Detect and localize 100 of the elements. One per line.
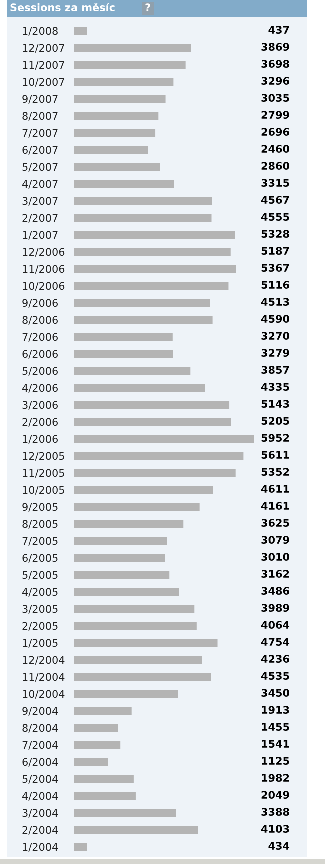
data-label: 3079 xyxy=(262,536,290,544)
data-label: 3388 xyxy=(262,808,290,816)
data-label: 4590 xyxy=(261,315,290,324)
y-tick-label: 5/2006 xyxy=(22,367,58,376)
y-tick-label: 8/2006 xyxy=(22,316,58,325)
data-label: 437 xyxy=(268,26,290,34)
bar xyxy=(74,588,180,596)
y-tick-label: 4/2006 xyxy=(22,384,58,393)
bar xyxy=(74,622,197,630)
y-tick-label: 6/2005 xyxy=(22,554,58,563)
bar xyxy=(74,333,173,341)
y-tick-label: 2/2006 xyxy=(22,418,58,427)
bar xyxy=(74,435,254,443)
y-tick-label: 1/2004 xyxy=(23,843,58,852)
bar xyxy=(74,197,212,205)
data-label: 3035 xyxy=(262,94,290,102)
data-label: 4611 xyxy=(261,485,290,494)
bar xyxy=(74,61,186,69)
y-tick-label: 4/2005 xyxy=(22,588,58,597)
bar xyxy=(74,554,166,562)
y-tick-label: 9/2005 xyxy=(22,503,58,512)
bar xyxy=(74,690,178,698)
data-label: 4064 xyxy=(261,621,290,630)
y-tick-label: 11/2006 xyxy=(23,265,65,274)
y-tick-label: 12/2007 xyxy=(23,44,64,53)
data-label: 4103 xyxy=(261,825,290,834)
data-label: 3698 xyxy=(262,60,290,68)
y-tick-label: 7/2006 xyxy=(22,333,58,342)
y-tick-label: 2/2005 xyxy=(22,622,58,631)
y-tick-label: 10/2007 xyxy=(23,78,64,87)
text: ? xyxy=(146,4,150,12)
bar xyxy=(74,452,244,460)
chart-title: Sessions za měsíc xyxy=(10,3,115,12)
data-label: 3989 xyxy=(262,604,290,612)
bar xyxy=(74,214,212,222)
data-label: 4555 xyxy=(261,213,290,222)
bar xyxy=(74,809,176,817)
bar xyxy=(74,367,191,375)
y-tick-label: 8/2005 xyxy=(22,520,58,529)
data-label: 3315 xyxy=(262,179,290,188)
y-tick-label: 3/2005 xyxy=(22,605,58,614)
bar xyxy=(74,469,236,477)
data-label: 3625 xyxy=(262,519,290,528)
y-tick-label: 9/2007 xyxy=(22,95,58,104)
y-tick-label: 4/2004 xyxy=(22,792,58,801)
y-tick-label: 1/2006 xyxy=(23,435,58,444)
bar xyxy=(74,605,195,613)
y-tick-label: 5/2005 xyxy=(22,571,58,580)
y-tick-label: 7/2007 xyxy=(22,129,58,138)
y-tick-label: 10/2004 xyxy=(23,690,65,699)
y-tick-label: 5/2004 xyxy=(22,775,58,784)
bar xyxy=(74,248,231,256)
data-label: 4335 xyxy=(261,383,290,392)
y-tick-label: 1/2005 xyxy=(23,639,58,648)
y-tick-label: 3/2007 xyxy=(22,197,58,206)
data-label: 3270 xyxy=(262,332,290,340)
bar xyxy=(74,775,134,783)
data-label: 5187 xyxy=(262,247,290,256)
bar xyxy=(74,146,148,154)
bar xyxy=(74,537,168,545)
y-tick-label: 11/2007 xyxy=(23,61,64,70)
y-tick-label: 1/2008 xyxy=(23,27,58,36)
bar xyxy=(74,656,202,664)
y-tick-label: 6/2004 xyxy=(22,758,58,767)
data-label: 3162 xyxy=(262,570,290,578)
data-label: 5952 xyxy=(262,434,290,442)
y-tick-label: 2/2004 xyxy=(22,826,58,835)
bar xyxy=(74,265,236,273)
bar xyxy=(74,418,232,426)
data-label: 4236 xyxy=(261,655,290,664)
bar xyxy=(74,707,132,715)
bar xyxy=(74,129,156,137)
data-label: 4535 xyxy=(261,672,290,680)
data-label: 2696 xyxy=(262,128,290,136)
y-tick-label: 3/2006 xyxy=(22,401,58,410)
bar xyxy=(74,520,184,528)
y-tick-label: 8/2004 xyxy=(22,724,58,733)
data-label: 3486 xyxy=(262,587,290,596)
data-label: 3869 xyxy=(262,43,290,52)
bar xyxy=(74,27,88,35)
data-label: 3450 xyxy=(262,689,290,698)
bar xyxy=(74,673,212,681)
y-tick-label: 10/2005 xyxy=(23,486,64,495)
data-label: 3279 xyxy=(262,349,290,358)
data-label: 434 xyxy=(268,842,290,850)
bar xyxy=(74,78,174,86)
bar xyxy=(74,758,108,766)
data-label: 1982 xyxy=(262,774,290,782)
bar xyxy=(74,792,136,800)
data-label: 5611 xyxy=(262,451,290,460)
data-label: 5116 xyxy=(262,281,290,290)
data-label: 3010 xyxy=(262,553,290,562)
bar xyxy=(74,639,218,647)
y-tick-label: 2/2007 xyxy=(22,214,58,223)
data-label: 1125 xyxy=(262,757,290,766)
data-label: 2460 xyxy=(262,145,290,154)
y-tick-label: 11/2004 xyxy=(23,673,65,682)
data-label: 2799 xyxy=(262,111,290,120)
y-tick-label: 12/2005 xyxy=(23,452,64,461)
bar xyxy=(74,316,213,324)
